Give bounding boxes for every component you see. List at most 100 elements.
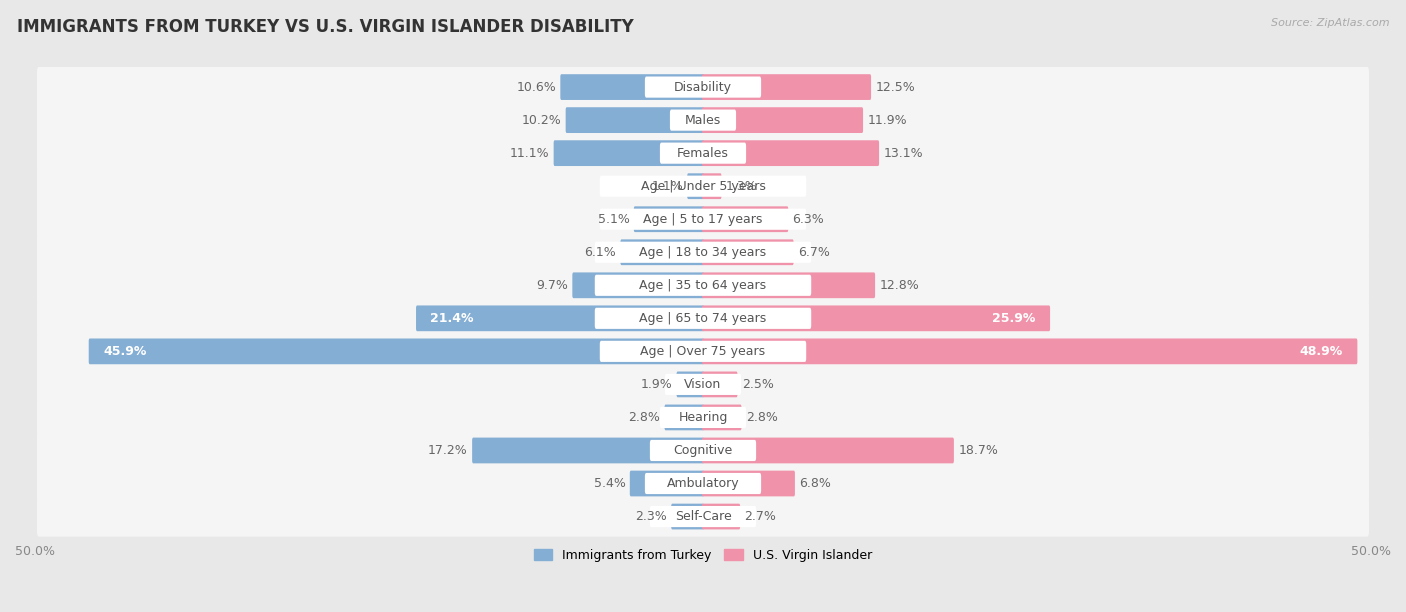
FancyBboxPatch shape: [37, 133, 1369, 173]
FancyBboxPatch shape: [645, 473, 761, 494]
Text: 1.9%: 1.9%: [641, 378, 672, 391]
FancyBboxPatch shape: [37, 496, 1369, 537]
Text: Vision: Vision: [685, 378, 721, 391]
Text: 18.7%: 18.7%: [957, 444, 998, 457]
Text: Disability: Disability: [673, 81, 733, 94]
FancyBboxPatch shape: [37, 463, 1369, 504]
FancyBboxPatch shape: [702, 107, 863, 133]
Text: Cognitive: Cognitive: [673, 444, 733, 457]
Text: 12.5%: 12.5%: [876, 81, 915, 94]
FancyBboxPatch shape: [37, 298, 1369, 338]
Text: Males: Males: [685, 114, 721, 127]
FancyBboxPatch shape: [702, 405, 741, 430]
FancyBboxPatch shape: [37, 331, 1369, 371]
Text: 45.9%: 45.9%: [103, 345, 146, 358]
FancyBboxPatch shape: [702, 371, 738, 397]
FancyBboxPatch shape: [565, 107, 704, 133]
FancyBboxPatch shape: [37, 364, 1369, 405]
FancyBboxPatch shape: [645, 76, 761, 98]
Text: 1.3%: 1.3%: [725, 180, 758, 193]
FancyBboxPatch shape: [671, 504, 704, 529]
FancyBboxPatch shape: [665, 405, 704, 430]
FancyBboxPatch shape: [669, 110, 737, 131]
FancyBboxPatch shape: [600, 176, 806, 197]
FancyBboxPatch shape: [37, 232, 1369, 272]
Text: Females: Females: [678, 147, 728, 160]
Text: 2.3%: 2.3%: [636, 510, 666, 523]
FancyBboxPatch shape: [595, 242, 811, 263]
FancyBboxPatch shape: [702, 438, 953, 463]
FancyBboxPatch shape: [37, 100, 1369, 140]
Text: 6.1%: 6.1%: [585, 246, 616, 259]
Text: 6.8%: 6.8%: [799, 477, 831, 490]
Text: 48.9%: 48.9%: [1299, 345, 1343, 358]
Text: 2.8%: 2.8%: [628, 411, 661, 424]
FancyBboxPatch shape: [620, 239, 704, 265]
FancyBboxPatch shape: [702, 272, 875, 298]
FancyBboxPatch shape: [600, 341, 806, 362]
Text: Hearing: Hearing: [678, 411, 728, 424]
FancyBboxPatch shape: [702, 140, 879, 166]
Text: 21.4%: 21.4%: [430, 312, 474, 325]
Text: 13.1%: 13.1%: [883, 147, 922, 160]
Text: Source: ZipAtlas.com: Source: ZipAtlas.com: [1271, 18, 1389, 28]
FancyBboxPatch shape: [702, 239, 793, 265]
FancyBboxPatch shape: [554, 140, 704, 166]
Text: Age | Over 75 years: Age | Over 75 years: [641, 345, 765, 358]
FancyBboxPatch shape: [561, 74, 704, 100]
FancyBboxPatch shape: [665, 374, 741, 395]
FancyBboxPatch shape: [702, 338, 1357, 364]
FancyBboxPatch shape: [659, 407, 747, 428]
FancyBboxPatch shape: [37, 67, 1369, 107]
Text: 10.2%: 10.2%: [522, 114, 561, 127]
Text: 5.1%: 5.1%: [598, 213, 630, 226]
FancyBboxPatch shape: [89, 338, 704, 364]
FancyBboxPatch shape: [37, 166, 1369, 206]
FancyBboxPatch shape: [37, 397, 1369, 438]
Text: 2.8%: 2.8%: [745, 411, 778, 424]
FancyBboxPatch shape: [416, 305, 704, 331]
Text: 10.6%: 10.6%: [516, 81, 555, 94]
Text: Age | 18 to 34 years: Age | 18 to 34 years: [640, 246, 766, 259]
Text: 6.7%: 6.7%: [797, 246, 830, 259]
Text: 2.7%: 2.7%: [744, 510, 776, 523]
FancyBboxPatch shape: [650, 440, 756, 461]
Text: 11.9%: 11.9%: [868, 114, 907, 127]
Text: Age | Under 5 years: Age | Under 5 years: [641, 180, 765, 193]
Text: 5.4%: 5.4%: [593, 477, 626, 490]
Text: 25.9%: 25.9%: [993, 312, 1036, 325]
Text: 6.3%: 6.3%: [793, 213, 824, 226]
FancyBboxPatch shape: [37, 430, 1369, 471]
Text: Ambulatory: Ambulatory: [666, 477, 740, 490]
FancyBboxPatch shape: [472, 438, 704, 463]
FancyBboxPatch shape: [702, 74, 872, 100]
FancyBboxPatch shape: [595, 308, 811, 329]
FancyBboxPatch shape: [572, 272, 704, 298]
FancyBboxPatch shape: [688, 173, 704, 199]
FancyBboxPatch shape: [659, 143, 747, 164]
FancyBboxPatch shape: [702, 206, 789, 232]
FancyBboxPatch shape: [650, 506, 756, 527]
Text: 11.1%: 11.1%: [510, 147, 550, 160]
FancyBboxPatch shape: [600, 209, 806, 230]
Text: 1.1%: 1.1%: [651, 180, 683, 193]
FancyBboxPatch shape: [37, 265, 1369, 305]
Text: Age | 35 to 64 years: Age | 35 to 64 years: [640, 279, 766, 292]
Text: Age | 65 to 74 years: Age | 65 to 74 years: [640, 312, 766, 325]
FancyBboxPatch shape: [702, 471, 794, 496]
FancyBboxPatch shape: [630, 471, 704, 496]
FancyBboxPatch shape: [702, 173, 721, 199]
FancyBboxPatch shape: [595, 275, 811, 296]
Text: 9.7%: 9.7%: [536, 279, 568, 292]
Text: 17.2%: 17.2%: [427, 444, 468, 457]
FancyBboxPatch shape: [702, 504, 740, 529]
Text: 12.8%: 12.8%: [879, 279, 920, 292]
FancyBboxPatch shape: [37, 199, 1369, 239]
Text: IMMIGRANTS FROM TURKEY VS U.S. VIRGIN ISLANDER DISABILITY: IMMIGRANTS FROM TURKEY VS U.S. VIRGIN IS…: [17, 18, 634, 36]
FancyBboxPatch shape: [634, 206, 704, 232]
Text: Age | 5 to 17 years: Age | 5 to 17 years: [644, 213, 762, 226]
FancyBboxPatch shape: [676, 371, 704, 397]
Text: Self-Care: Self-Care: [675, 510, 731, 523]
FancyBboxPatch shape: [702, 305, 1050, 331]
Text: 2.5%: 2.5%: [742, 378, 773, 391]
